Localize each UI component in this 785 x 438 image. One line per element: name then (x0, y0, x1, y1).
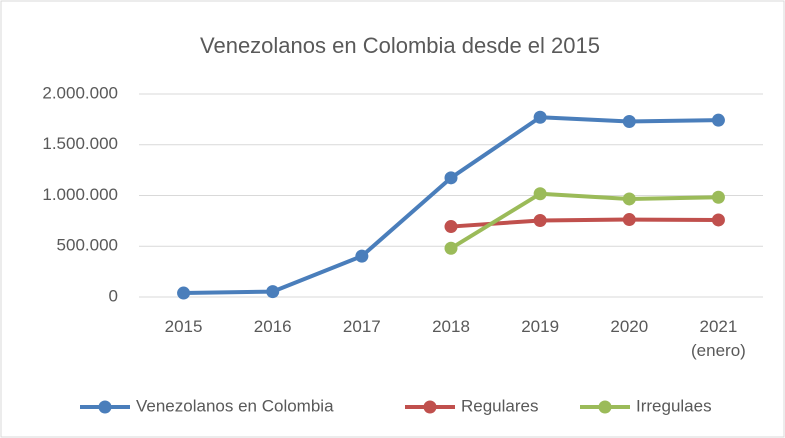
x-tick-label: 2018 (432, 317, 470, 336)
data-point (177, 286, 191, 300)
legend-marker (598, 400, 612, 414)
data-point (622, 213, 636, 227)
data-point (622, 115, 636, 129)
x-tick-label: 2017 (342, 317, 381, 336)
x-tick-label: 2020 (610, 317, 649, 336)
data-point (533, 187, 547, 201)
data-point (711, 190, 725, 204)
x-tick-label: 2021 (enero) (691, 317, 746, 360)
x-tick-label: 2019 (521, 317, 560, 336)
data-point (355, 249, 369, 263)
legend-label: Irregulaes (636, 396, 712, 415)
x-tick-label: 2016 (253, 317, 292, 336)
y-tick-label: 1.000.000 (42, 185, 118, 204)
data-point (533, 110, 547, 124)
series-line (449, 191, 719, 250)
data-point (266, 285, 280, 299)
data-point (711, 113, 725, 127)
y-tick-label: 1.500.000 (42, 134, 118, 153)
legend-marker (98, 400, 112, 414)
data-point (533, 213, 547, 227)
x-tick-label: 2015 (164, 317, 203, 336)
legend-marker (423, 400, 437, 414)
data-point (444, 241, 458, 255)
y-tick-label: 500.000 (57, 236, 118, 255)
legend-label: Venezolanos en Colombia (136, 396, 334, 415)
series-line (450, 217, 719, 229)
y-tick-label: 0 (109, 286, 118, 305)
data-point (711, 213, 725, 227)
data-point (444, 171, 458, 185)
data-point (622, 192, 636, 206)
chart-title: Venezolanos en Colombia desde el 2015 (200, 33, 600, 58)
legend-label: Regulares (461, 396, 539, 415)
data-point (444, 220, 458, 234)
y-tick-label: 2.000.000 (42, 83, 118, 102)
